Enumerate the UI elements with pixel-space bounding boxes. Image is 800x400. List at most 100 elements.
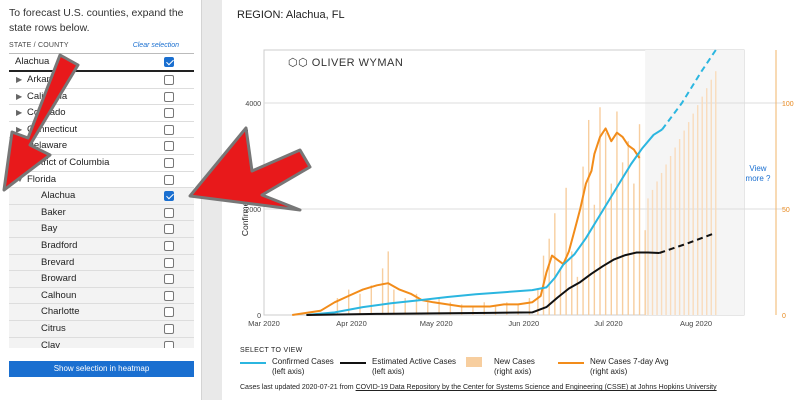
expand-triangle-icon[interactable]: ▶ [16, 75, 23, 84]
county-row[interactable]: Broward [9, 271, 194, 288]
checkbox[interactable] [164, 91, 174, 102]
expand-triangle-icon[interactable]: ▶ [16, 108, 23, 118]
county-row[interactable]: Clay [9, 337, 194, 348]
forecast-bar [701, 96, 703, 315]
new-cases-bar [506, 302, 508, 315]
county-row[interactable]: Charlotte [9, 304, 194, 321]
show-in-heatmap-button[interactable]: Show selection in heatmap [9, 361, 194, 377]
right-tick-label: 0 [782, 313, 786, 320]
row-label: Alachua [41, 190, 76, 202]
row-label: Bradford [41, 239, 78, 251]
new-cases-bar [576, 276, 579, 315]
new-cases-bar [359, 293, 361, 315]
state-row[interactable]: ▼ Florida [9, 171, 194, 189]
legend-label: New Cases 7-day Avg (right axis) [590, 357, 669, 377]
county-row[interactable]: Bradford [9, 237, 194, 255]
new-cases-bar [638, 124, 641, 315]
checkbox[interactable] [164, 174, 174, 185]
row-label: Alachua [15, 56, 50, 67]
row-label: Delaware [27, 140, 68, 152]
right-tick-label: 100 [782, 101, 794, 108]
forecast-bar [687, 122, 690, 315]
expand-triangle-icon[interactable]: ▶ [16, 141, 23, 151]
new-cases-bar [559, 268, 562, 315]
checkbox[interactable] [164, 307, 174, 318]
state-row[interactable]: ▶ Colorado [9, 105, 194, 122]
checkbox[interactable] [164, 207, 174, 218]
forecast-bar [692, 113, 694, 315]
row-label: Florida [27, 173, 57, 185]
county-row[interactable]: Alachua [9, 188, 194, 205]
county-row[interactable]: Calhoun [9, 287, 194, 305]
x-tick-label: Mar 2020 [248, 319, 280, 328]
state-row[interactable]: ▶ Delaware [9, 138, 194, 155]
new-cases-bar [644, 230, 646, 315]
checkbox[interactable] [164, 274, 174, 285]
new-cases-bar [588, 119, 590, 316]
county-selector-panel: To forecast U.S. counties, expand the st… [0, 0, 202, 400]
x-tick-label: Jul 2020 [594, 319, 622, 328]
new-cases-bar [381, 268, 384, 315]
state-row[interactable]: ▶ Connecticut [9, 121, 194, 139]
row-label: Citrus [41, 322, 66, 334]
legend-label: New Cases (right axis) [494, 357, 535, 377]
checkbox[interactable] [164, 323, 174, 334]
county-row[interactable]: Brevard [9, 254, 194, 272]
new-cases-bar [548, 238, 550, 315]
x-tick-label: Aug 2020 [680, 319, 712, 328]
logo-text: OLIVER WYMAN [311, 57, 404, 69]
state-row[interactable]: ▶ Arkansas [9, 72, 194, 89]
checkbox[interactable] [164, 157, 174, 168]
legend-swatch [240, 362, 266, 364]
checkbox[interactable] [164, 224, 174, 235]
checkbox[interactable] [164, 141, 174, 152]
checkbox[interactable] [164, 108, 174, 119]
y-axis-label: Confirmed and Active Cases [240, 129, 250, 236]
left-tick-label: 4000 [245, 101, 261, 108]
new-cases-bar [483, 302, 485, 315]
county-row[interactable]: Bay [9, 221, 194, 238]
row-label: Connecticut [27, 123, 78, 135]
view-more-link[interactable]: View more ? [745, 164, 771, 183]
jhu-data-link[interactable]: COVID-19 Data Repository by the Center f… [355, 384, 717, 391]
region-title: REGION: Alachua, FL [237, 9, 345, 21]
forecast-bar [660, 172, 663, 315]
checkbox[interactable] [164, 257, 174, 268]
expand-triangle-icon[interactable]: ▶ [16, 157, 23, 167]
expand-triangle-icon[interactable]: ▶ [16, 124, 23, 134]
collapse-triangle-icon[interactable]: ▼ [16, 174, 24, 184]
updated-prefix: Cases last updated 2020-07-21 from [240, 384, 356, 391]
row-label: Colorado [27, 107, 66, 119]
county-row[interactable]: Baker [9, 204, 194, 222]
row-label: Broward [41, 273, 77, 285]
checkbox-checked[interactable] [164, 57, 174, 67]
county-row[interactable]: Citrus [9, 320, 194, 338]
state-row[interactable]: ▶ California [9, 88, 194, 106]
forecast-bar [715, 71, 717, 315]
row-label: Brevard [41, 256, 75, 268]
checkbox[interactable] [164, 340, 174, 348]
forecast-bar [669, 156, 672, 315]
expand-triangle-icon[interactable]: ▶ [16, 91, 23, 101]
legend-label-sub: (left axis) [272, 367, 305, 376]
forecast-bar [665, 164, 667, 315]
checkbox[interactable] [164, 75, 174, 85]
legend-label: Estimated Active Cases (left axis) [372, 357, 456, 377]
forecast-bar [710, 79, 712, 316]
new-cases-bar [336, 298, 339, 315]
right-tick-label: 50 [782, 207, 790, 214]
legend-label-main: New Cases [494, 357, 535, 366]
forecast-bar [674, 147, 676, 315]
state-row[interactable]: ▶ District of Columbia [9, 154, 194, 172]
checkbox[interactable] [164, 290, 174, 301]
new-cases-bar [554, 213, 556, 315]
clear-selection-link[interactable]: Clear selection [132, 42, 179, 49]
new-cases-bar [593, 204, 596, 315]
logo-icon: ⬡⬡ [288, 57, 312, 69]
checkbox[interactable] [164, 240, 174, 251]
checkbox-checked[interactable] [164, 191, 174, 202]
new-cases-bar [404, 298, 406, 315]
legend-label-main: New Cases 7-day Avg [590, 357, 669, 366]
selected-item[interactable]: Alachua [9, 54, 194, 72]
checkbox[interactable] [164, 124, 174, 135]
